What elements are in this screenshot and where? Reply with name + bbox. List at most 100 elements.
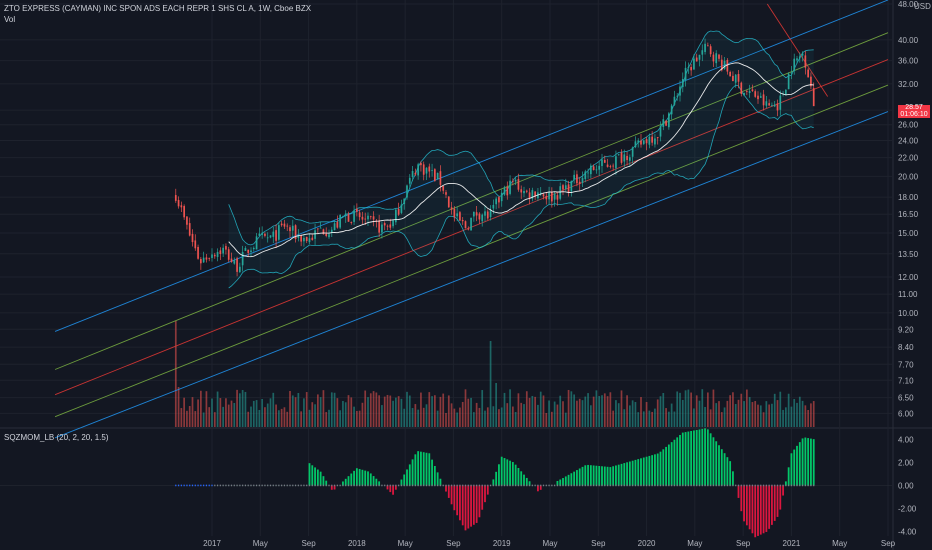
- volume-bar: [216, 391, 219, 427]
- squeeze-dot: [565, 484, 567, 487]
- mom-tick-label: -4.00: [898, 527, 917, 536]
- mom-bar: [467, 485, 470, 529]
- volume-bar: [428, 392, 431, 427]
- volume-bar: [174, 321, 177, 427]
- candle-body: [512, 180, 514, 182]
- squeeze-dot: [437, 484, 439, 487]
- volume-bar: [773, 393, 776, 427]
- volume-bar: [278, 410, 280, 427]
- squeeze-dot: [804, 484, 806, 487]
- mom-bar: [344, 478, 347, 486]
- candle-body: [308, 238, 311, 243]
- volume-bar: [241, 390, 244, 427]
- mom-bar: [403, 474, 406, 486]
- mom-bar: [537, 485, 539, 492]
- mom-bar: [436, 472, 439, 486]
- volume-bar: [698, 400, 701, 427]
- squeeze-dot: [762, 484, 765, 487]
- candle-body: [495, 198, 497, 205]
- candle-body: [548, 192, 550, 200]
- candle-body: [523, 190, 525, 194]
- mom-bar: [667, 444, 670, 486]
- volume-bar: [186, 410, 188, 427]
- squeeze-dot: [757, 484, 759, 487]
- squeeze-dot: [579, 484, 581, 487]
- volume-bar: [787, 393, 790, 427]
- squeeze-dot: [668, 484, 670, 487]
- mom-bar: [589, 465, 592, 486]
- squeeze-dot: [581, 484, 584, 487]
- squeeze-dot: [559, 484, 561, 487]
- squeeze-dot: [484, 484, 486, 487]
- time-tick-label: Sep: [591, 539, 606, 548]
- mom-bar: [706, 429, 709, 486]
- mom-bar: [609, 467, 612, 486]
- squeeze-dot: [590, 484, 592, 487]
- squeeze-dot: [191, 484, 194, 487]
- mom-bar: [428, 453, 431, 486]
- volume-bar: [425, 404, 428, 427]
- mom-bar: [687, 431, 690, 486]
- mom-bar: [453, 485, 456, 511]
- mom-bar: [408, 464, 411, 486]
- squeeze-dot: [233, 484, 235, 487]
- volume-bar: [601, 395, 603, 427]
- candle-body: [336, 222, 339, 228]
- candle-body: [361, 216, 364, 220]
- volume-bar: [612, 410, 614, 427]
- squeeze-dot: [782, 484, 784, 487]
- squeeze-dot: [746, 484, 748, 487]
- squeeze-dot: [551, 484, 553, 487]
- squeeze-dot: [375, 484, 377, 487]
- mom-bar: [631, 460, 634, 486]
- volume-bar: [681, 399, 684, 427]
- volume-bar: [626, 395, 628, 427]
- squeeze-dot: [434, 484, 436, 487]
- volume-bar: [525, 391, 528, 427]
- volume-bar: [453, 408, 456, 427]
- squeeze-dot: [609, 484, 611, 487]
- mom-bar: [656, 453, 659, 486]
- time-tick-label: May: [253, 539, 268, 548]
- volume-bar: [213, 412, 216, 427]
- mom-bar: [715, 441, 718, 486]
- squeeze-dot: [364, 484, 366, 487]
- squeeze-dot: [242, 484, 244, 487]
- volume-bar: [785, 407, 787, 427]
- candle-body: [525, 190, 528, 192]
- squeeze-dot: [222, 484, 224, 487]
- volume-bar: [414, 404, 417, 427]
- candle-body: [768, 103, 770, 106]
- squeeze-dot: [698, 484, 701, 487]
- volume-bar: [617, 403, 620, 427]
- volume-bar: [325, 412, 328, 427]
- volume-bar: [748, 397, 751, 427]
- volume-bar: [411, 408, 414, 427]
- squeeze-dot: [417, 484, 419, 487]
- price-tick-label: 13.50: [898, 250, 919, 259]
- mom-bar: [701, 428, 704, 486]
- squeeze-dot: [325, 484, 327, 487]
- squeeze-dot: [353, 484, 355, 487]
- squeeze-dot: [501, 484, 503, 487]
- candle-body: [428, 166, 431, 172]
- volume-bar: [236, 389, 238, 427]
- squeeze-dot: [710, 484, 712, 487]
- volume-bar: [623, 409, 626, 427]
- squeeze-dot: [774, 484, 776, 487]
- squeeze-dot: [267, 484, 269, 487]
- volume-bar: [269, 398, 272, 427]
- mom-bar: [445, 485, 447, 492]
- volume-bar: [651, 411, 653, 427]
- squeeze-dot: [793, 484, 795, 487]
- candle-body: [637, 140, 640, 143]
- candle-body: [732, 75, 734, 82]
- candle-body: [305, 236, 308, 241]
- volume-bar: [347, 395, 350, 427]
- squeeze-dot: [406, 484, 408, 487]
- squeeze-dot: [378, 484, 380, 487]
- squeeze-dot: [495, 484, 497, 487]
- mom-bar: [709, 433, 712, 486]
- volume-bar: [442, 393, 445, 427]
